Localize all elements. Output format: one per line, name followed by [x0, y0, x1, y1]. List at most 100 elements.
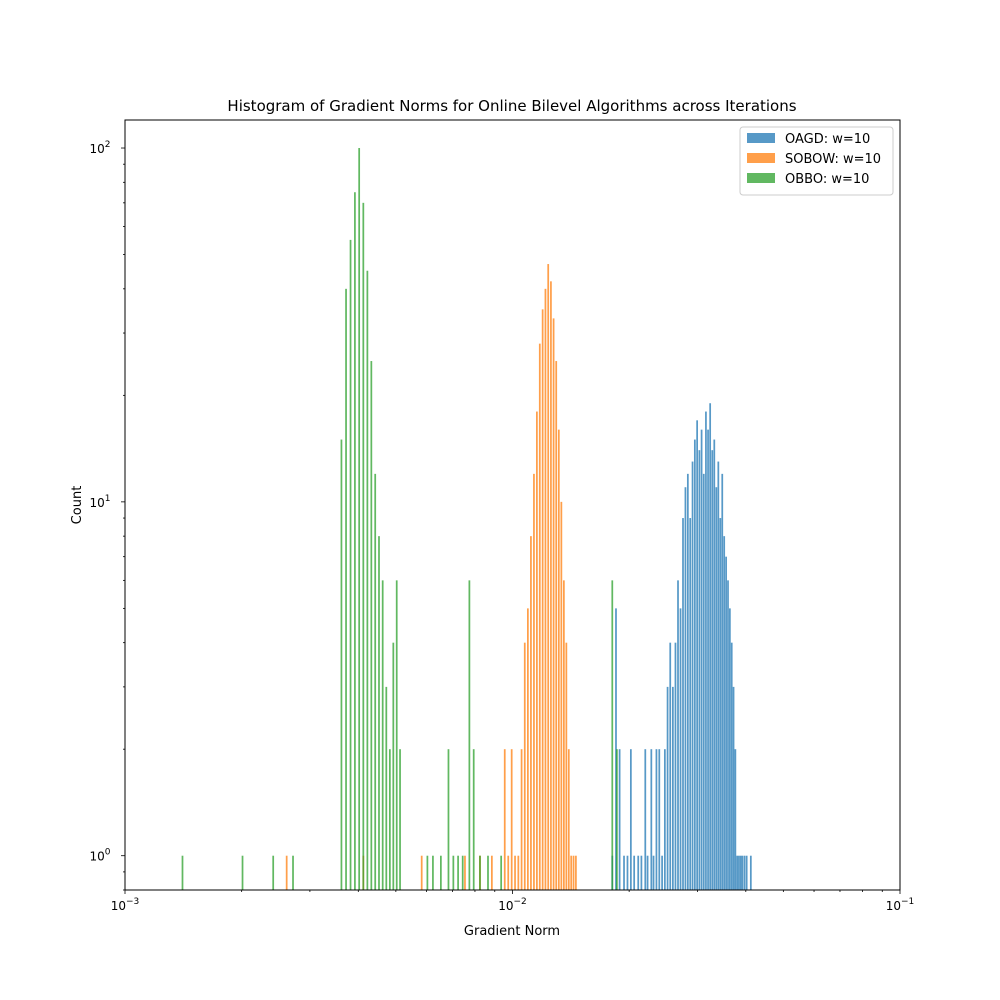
histogram-bar: [684, 487, 687, 890]
histogram-bar: [693, 439, 696, 890]
histogram-bar: [650, 749, 653, 890]
histogram-bar: [700, 429, 703, 890]
histogram-bar: [611, 580, 614, 890]
legend: OAGD: w=10 SOBOW: w=10 OBBO: w=10: [739, 126, 894, 196]
histogram-bar: [707, 429, 709, 890]
y-tick-exponent: 2: [105, 140, 111, 150]
y-axis-label: Count: [70, 486, 85, 525]
histogram-bar: [629, 749, 632, 890]
histogram-bar: [358, 148, 361, 890]
histogram-bar: [734, 749, 737, 890]
histogram-bar: [560, 501, 563, 890]
histogram-bar: [723, 536, 726, 890]
histogram-bar: [479, 855, 481, 890]
histogram-bar: [547, 264, 550, 890]
histogram-bar: [523, 642, 526, 890]
histogram-bar: [572, 855, 575, 890]
x-tick-exponent: −2: [514, 897, 527, 907]
legend-box: [739, 126, 894, 196]
legend-label: OAGD: w=10: [785, 132, 870, 147]
histogram-bar: [366, 270, 369, 891]
histogram-bar: [626, 855, 629, 890]
histogram-bar: [658, 749, 661, 890]
histogram-bar: [490, 855, 493, 890]
histogram-bar: [567, 749, 570, 890]
histogram-bar: [715, 487, 718, 890]
histogram-bar: [555, 361, 558, 890]
histogram-bar: [730, 642, 733, 890]
histogram-bar: [743, 855, 746, 890]
histogram-bar: [552, 318, 555, 890]
histogram-bar: [468, 580, 471, 890]
histogram-bar: [452, 855, 455, 890]
histogram-bar: [616, 749, 618, 890]
histogram-bar: [745, 855, 748, 890]
histogram-bar: [640, 855, 643, 890]
histogram-bar: [679, 608, 682, 890]
histogram-bar: [721, 473, 724, 890]
histogram-bars: [181, 148, 752, 891]
histogram-bar: [711, 450, 714, 890]
histogram-bar: [563, 580, 565, 890]
series-2-bars: [181, 148, 618, 891]
histogram-bar: [719, 518, 722, 890]
histogram-bar: [544, 288, 547, 891]
histogram-bar: [527, 608, 529, 890]
histogram-bar: [272, 855, 275, 890]
histogram-bar: [663, 749, 666, 890]
histogram-bar: [674, 642, 677, 890]
histogram-bar: [536, 411, 538, 890]
series-0-bars: [611, 403, 752, 890]
histogram-bar: [736, 855, 739, 890]
histogram-bar: [440, 855, 442, 890]
legend-swatch: [747, 133, 775, 143]
histogram-bar: [557, 429, 560, 890]
histogram-bar: [738, 855, 740, 890]
histogram-bar: [655, 749, 658, 890]
histogram-bar: [378, 536, 380, 890]
legend-swatch: [747, 173, 775, 183]
histogram-bar: [385, 686, 388, 890]
histogram-bar: [709, 403, 712, 890]
legend-label: OBBO: w=10: [785, 172, 869, 187]
histogram-bar: [345, 288, 347, 891]
histogram-bar: [340, 439, 343, 890]
histogram-bar: [538, 343, 541, 890]
histogram-bar: [689, 518, 692, 890]
histogram-bar: [370, 361, 373, 890]
histogram-bar: [623, 855, 625, 890]
histogram-bar: [472, 749, 475, 890]
histogram-bar: [381, 580, 384, 890]
series-1-bars: [285, 264, 577, 891]
histogram-bar: [686, 473, 689, 890]
histogram-bar: [362, 202, 365, 890]
histogram-bar: [729, 608, 731, 890]
histogram-bar: [464, 855, 466, 890]
histogram-bar: [520, 749, 523, 890]
y-tick-exponent: 1: [105, 494, 111, 504]
histogram-bar: [633, 855, 636, 890]
histogram-bar: [669, 642, 672, 890]
histogram-bar: [550, 281, 552, 891]
histogram-bar: [725, 556, 727, 890]
histogram-bar: [644, 749, 647, 890]
histogram-bar: [672, 686, 674, 890]
histogram-bar: [395, 580, 398, 890]
histogram-bar: [565, 642, 568, 890]
histogram-bar: [705, 411, 707, 890]
x-axis-ticks: 10−3 10−2 10−1: [111, 890, 914, 913]
histogram-bar: [741, 855, 744, 890]
histogram-bar: [575, 855, 577, 890]
histogram-bar: [420, 855, 423, 890]
histogram-bar: [682, 518, 684, 890]
histogram-bar: [392, 642, 395, 890]
histogram-bar: [615, 608, 617, 890]
histogram-bar: [533, 473, 535, 890]
legend-label: SOBOW: w=10: [785, 152, 881, 167]
chart-title: Histogram of Gradient Norms for Online B…: [227, 97, 796, 115]
histogram-bar: [530, 536, 532, 890]
histogram-bar: [292, 855, 294, 890]
histogram-bar: [652, 855, 655, 890]
histogram-bar: [661, 855, 663, 890]
